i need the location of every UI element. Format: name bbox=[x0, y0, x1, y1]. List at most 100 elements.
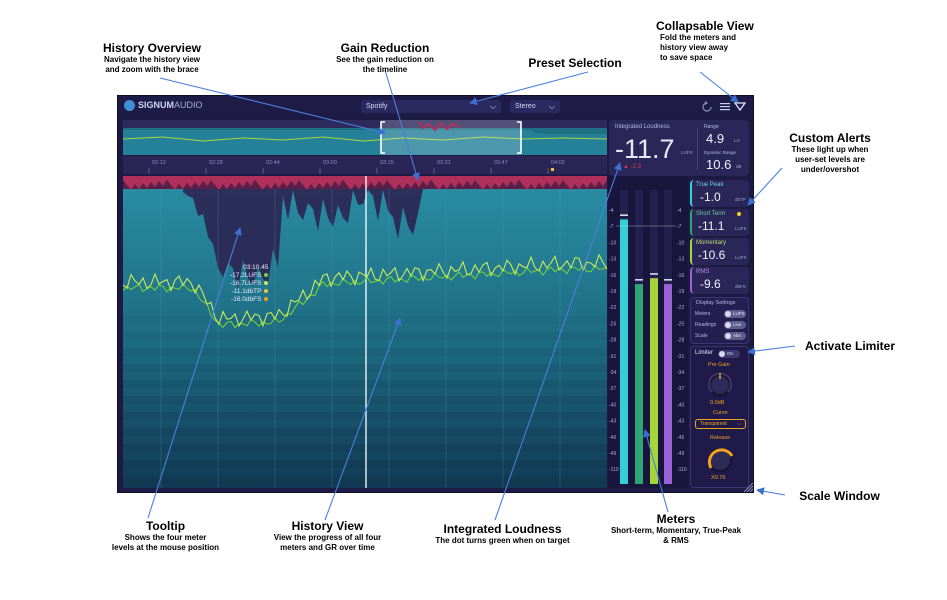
limiter-panel: Limiter On Pre Gain 0.0dB Curve Transpar… bbox=[690, 346, 749, 488]
collapse-icon[interactable] bbox=[733, 102, 747, 112]
integrated-value: -11.7 bbox=[615, 134, 675, 164]
meter-scale-label: -7 bbox=[609, 224, 614, 230]
rms-unit: dbFS bbox=[735, 284, 746, 289]
timeline-label: 02:44 bbox=[266, 160, 280, 166]
annotation-history-overview: History Overview Navigate the history vi… bbox=[102, 41, 202, 74]
meter-scale-label: -22 bbox=[609, 305, 616, 311]
readings-toggle[interactable]: Live bbox=[724, 321, 746, 329]
tooltip-time: 03:10.45 bbox=[243, 264, 269, 271]
annotation-scale-window: Scale Window bbox=[799, 489, 880, 503]
momentary-value: -10.6 bbox=[698, 248, 726, 262]
arrow-activate-limiter bbox=[747, 345, 796, 356]
short-term-readout[interactable]: Short Term -11.1 LUFS bbox=[690, 209, 749, 236]
meter-scale-label: -40 bbox=[677, 402, 684, 408]
timeline[interactable]: 02:12 02:28 02:44 03:00 03:15 03:31 03:47 04:02 bbox=[123, 156, 607, 174]
annotation-custom-alerts: Custom Alerts These light up when user-s… bbox=[789, 131, 871, 174]
short-term-value: -11.1 bbox=[698, 219, 725, 233]
history-view[interactable]: 03:10.45 -17.2LUFS -16.7LUFS -11.1dbTP -… bbox=[123, 176, 607, 488]
momentary-readout[interactable]: Momentary -10.6 LUFS bbox=[690, 238, 749, 265]
pregain-knob[interactable] bbox=[705, 370, 735, 400]
channel-value: Stereo bbox=[515, 103, 536, 110]
limiter-toggle[interactable]: On bbox=[718, 350, 740, 358]
scale-toggle[interactable]: Abs bbox=[724, 332, 746, 340]
meter-scale-label: -19 bbox=[609, 289, 616, 295]
meter-scale-label: -110 bbox=[609, 467, 619, 473]
meter-scale-label: -46 bbox=[609, 435, 616, 441]
readings-setting-label: Readings bbox=[695, 322, 717, 328]
meter-scale-label: -43 bbox=[677, 419, 684, 425]
integrated-label: Integrated Loudness bbox=[615, 124, 670, 130]
rms-readout[interactable]: RMS -9.6 dbFS bbox=[690, 267, 749, 294]
meter-scale-label: -4 bbox=[677, 208, 682, 214]
meter-scale-label: -13 bbox=[677, 257, 684, 263]
meter-scale-label: -22 bbox=[677, 305, 684, 311]
range-value: 4.9 bbox=[706, 131, 725, 146]
divider bbox=[697, 128, 698, 170]
integrated-loudness-card: Integrated Loudness -11.7 LUFS ▲ -2.3 Ra… bbox=[609, 120, 749, 176]
meters-setting-label: Meters bbox=[695, 311, 711, 317]
timeline-label: 03:15 bbox=[380, 160, 394, 166]
annotation-meters: Meters Short-term, Momentary, True-Peak … bbox=[610, 512, 742, 545]
meter-scale-label: -34 bbox=[609, 370, 616, 376]
momentary-meter bbox=[650, 278, 658, 484]
rms-label: RMS bbox=[696, 269, 710, 275]
true-peak-meter-peak-hold bbox=[620, 214, 628, 216]
tooltip-momentary: -16.7LUFS bbox=[230, 280, 269, 288]
integrated-delta: ▲ -2.3 bbox=[623, 164, 641, 170]
meter-scale-label: -16 bbox=[609, 273, 616, 279]
meter-scale-label: -4 bbox=[609, 208, 614, 214]
warning-triangle-icon: ▲ bbox=[623, 164, 629, 170]
rms-value: -9.6 bbox=[700, 277, 721, 291]
meters-toggle[interactable]: LUFS bbox=[724, 310, 746, 318]
timeline-label: 03:47 bbox=[494, 160, 508, 166]
top-bar: SIGNUMAUDIO Spotify ⌵ Stereo ⌵ bbox=[118, 96, 753, 116]
undo-icon[interactable] bbox=[702, 101, 712, 112]
timeline-label: 02:12 bbox=[152, 160, 166, 166]
scale-window-icon[interactable] bbox=[742, 481, 754, 493]
short-term-unit: LUFS bbox=[735, 226, 747, 231]
meter-scale-label: -28 bbox=[677, 338, 684, 344]
tooltip-rms: -16.0dbFS bbox=[230, 296, 269, 304]
pregain-label: Pre Gain bbox=[708, 362, 730, 368]
scale-setting-label: Scale bbox=[695, 333, 708, 339]
meter-scale-label: -40 bbox=[609, 402, 616, 408]
preset-value: Spotify bbox=[366, 103, 388, 110]
menu-icon[interactable] bbox=[720, 103, 730, 111]
preset-dropdown[interactable]: Spotify ⌵ bbox=[361, 100, 501, 113]
tooltip-true-peak: -11.1dbTP bbox=[230, 288, 269, 296]
annotation-history-view: History View View the progress of all fo… bbox=[273, 519, 382, 552]
meter-scale-label: -13 bbox=[609, 257, 616, 263]
momentary-meter-peak-hold bbox=[650, 273, 658, 275]
meter-scale-label: -25 bbox=[677, 321, 684, 327]
meter-scale-label: -7 bbox=[677, 224, 682, 230]
true-peak-dot-icon bbox=[264, 289, 269, 293]
channel-dropdown[interactable]: Stereo ⌵ bbox=[510, 100, 560, 113]
meters-panel: -4 -4 -7 -7 -10 -10 -13 -13 -16 -16 -19 -19 -22 -22 -2… bbox=[608, 176, 688, 488]
short-term-meter bbox=[635, 284, 643, 484]
timeline-label: 04:02 bbox=[551, 160, 565, 166]
meter-scale-label: -49 bbox=[677, 451, 684, 457]
arrow-scale-window bbox=[756, 487, 786, 496]
timeline-marker-icon bbox=[551, 168, 554, 171]
timeline-label: 03:31 bbox=[437, 160, 451, 166]
history-overview[interactable] bbox=[123, 120, 607, 155]
display-settings: Display Settings Meters LUFS Readings Li… bbox=[690, 297, 749, 344]
meter-scale-label: -37 bbox=[677, 386, 684, 392]
meter-scale-label: -10 bbox=[677, 240, 684, 246]
curve-dropdown[interactable]: Transparent ⌵ bbox=[695, 419, 746, 429]
pregain-value: 0.0dB bbox=[710, 400, 725, 406]
tooltip: 03:10.45 -17.2LUFS -16.7LUFS -11.1dbTP -… bbox=[230, 264, 269, 304]
true-peak-value: -1.0 bbox=[700, 190, 721, 204]
annotation-tooltip: Tooltip Shows the four meter levels at t… bbox=[111, 519, 220, 552]
meter-scale-label: -34 bbox=[677, 370, 684, 376]
meter-scale-label: -46 bbox=[677, 435, 684, 441]
timeline-label: 02:28 bbox=[209, 160, 223, 166]
true-peak-meter bbox=[620, 219, 628, 484]
true-peak-readout[interactable]: True Peak -1.0 dbTP bbox=[690, 180, 749, 207]
momentary-label: Momentary bbox=[696, 240, 727, 246]
range-label: Range bbox=[704, 124, 719, 130]
short-term-dot-icon bbox=[264, 273, 269, 277]
display-settings-title: Display Settings bbox=[696, 300, 736, 306]
dynamic-range-unit: dB bbox=[736, 164, 742, 169]
release-knob[interactable] bbox=[703, 444, 737, 476]
